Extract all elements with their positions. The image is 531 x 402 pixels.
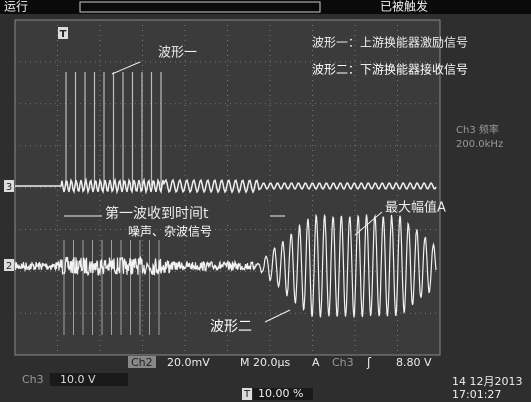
time: 17:01:27 (452, 388, 501, 401)
trigger-source: Ch3 (332, 356, 354, 369)
wave2-label: 波形二 (210, 319, 252, 335)
first-arrival-label: 第一波收到时间t (105, 205, 209, 222)
trigger-mode: A (312, 356, 320, 369)
ch2-scale: 20.0mV (167, 356, 210, 369)
trigger-state: 已被触发 (380, 0, 428, 14)
ch2-marker: 2 (6, 261, 12, 272)
wave1-label: 波形一 (158, 46, 197, 61)
timebase: M 20.0µs (240, 356, 290, 369)
trigger-level: 8.80 V (396, 356, 432, 369)
ch3-marker: 3 (6, 182, 12, 193)
max-amplitude-label: 最大幅值A (385, 200, 446, 216)
legend-wave1: 波形一：上游换能器激励信号 (312, 36, 468, 50)
ch3-name: Ch3 (22, 373, 44, 386)
trigger-marker: T (60, 29, 67, 40)
display: 运行 已被触发 T 波形一：上游换能器激励信号 波形二：下游换能器接收信号 波形… (0, 0, 531, 402)
legend-wave2: 波形二：下游换能器接收信号 (312, 62, 468, 77)
position-marker: T (243, 389, 251, 400)
noise-label: 噪声、杂波信号 (128, 225, 212, 239)
ch3-scale: 10.0 V (60, 373, 96, 386)
date: 14 12月2013 (452, 375, 523, 388)
side-label: Ch3 频率 (456, 123, 499, 136)
side-value: 200.0kHz (456, 139, 503, 150)
position: 10.00 % (258, 387, 303, 400)
ch2-name: Ch2 (131, 356, 153, 369)
run-status: 运行 (4, 0, 28, 14)
oscilloscope-screen: 运行 已被触发 T 波形一：上游换能器激励信号 波形二：下游换能器接收信号 波形… (0, 0, 531, 402)
